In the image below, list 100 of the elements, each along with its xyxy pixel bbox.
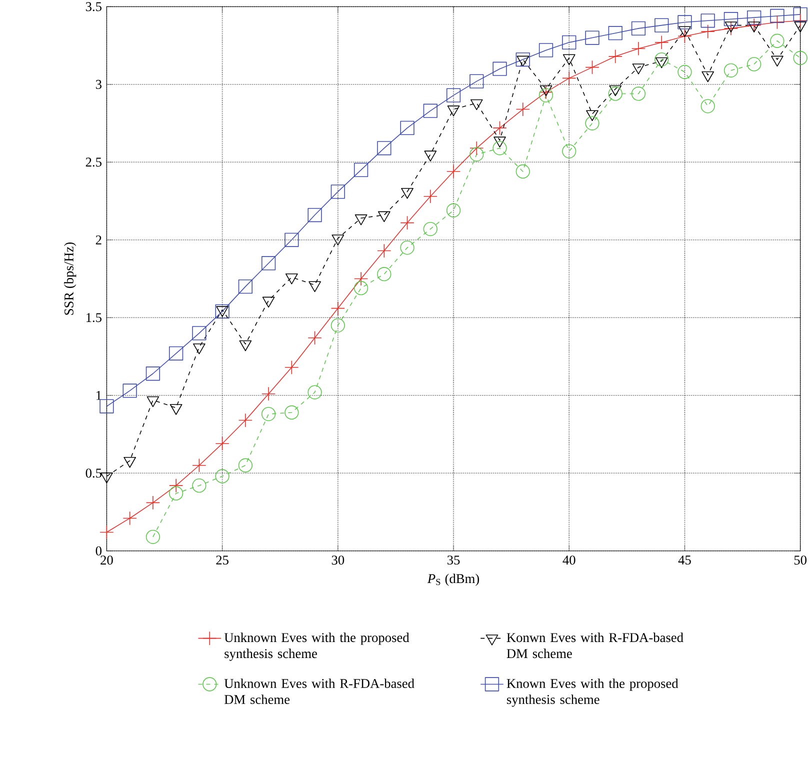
point [470,147,484,162]
point [284,360,299,374]
point [239,340,252,351]
y-tick-label: 0 [96,546,102,556]
point [631,21,646,36]
point [562,35,576,50]
point [608,49,622,64]
point [678,64,692,79]
point [747,56,762,72]
point [538,88,554,102]
point [585,60,600,74]
point [794,21,807,32]
point [424,150,437,162]
point [724,21,738,32]
point [516,56,530,66]
point [770,8,784,23]
point [586,110,598,121]
legend-label: Unknown Eves with R-FDA-based DM scheme [224,678,414,704]
point [700,13,715,28]
y-tick-label: 3 [96,80,102,89]
point [609,85,622,96]
point [124,456,136,468]
point [122,511,137,526]
point [423,189,438,204]
point [538,84,554,100]
point [215,469,230,484]
point [678,26,691,37]
point [654,18,669,32]
point [378,211,390,222]
point [494,136,506,148]
point [702,71,714,82]
point [585,30,600,45]
point [678,14,692,30]
point [330,301,345,316]
x-tick-label: 20 [100,555,113,564]
point [770,14,784,30]
point [654,35,669,50]
x-tick-label: 40 [562,555,576,564]
legend-label: Unknown Eves with the proposed synthesis scheme [224,632,410,661]
y-tick-label: 2 [96,235,102,244]
point [446,164,461,178]
point [122,384,137,398]
point [354,272,368,286]
point [100,525,114,540]
point [492,62,507,76]
point [261,406,276,421]
point [330,318,345,332]
point [308,281,321,292]
point [470,140,484,156]
point [308,208,322,222]
y-axis-title: SSR (bps/Hz) [64,242,76,315]
point [377,266,392,282]
point [724,63,738,78]
point [655,57,668,68]
x-tick-label: 35 [448,555,460,564]
point [724,12,738,26]
point [146,396,160,407]
point [332,234,344,246]
y-tick-label: 3.5 [86,2,102,12]
point [377,244,392,258]
point [262,296,275,308]
point [793,50,808,65]
point [238,279,252,294]
point [470,99,483,110]
point [238,458,252,472]
point [516,164,530,178]
point [238,413,252,428]
point [146,530,160,544]
point [678,28,692,44]
point [100,399,114,414]
point [492,140,507,156]
point [261,386,276,401]
x-tick-label: 50 [794,555,806,564]
point [516,52,530,66]
point [354,162,368,177]
point [700,98,715,114]
point [724,21,738,36]
y-tick-label: 2.5 [86,157,102,167]
point [100,472,113,484]
point [192,326,206,340]
point [447,105,460,116]
point [585,116,600,130]
point [330,184,345,199]
point [632,63,645,74]
point [654,52,669,66]
point [400,216,414,230]
point [170,404,182,415]
point [400,240,414,255]
point [631,86,646,101]
y-tick-label: 1.5 [86,312,102,322]
point [308,330,322,345]
point [793,7,808,22]
point [215,436,230,451]
y-tick-label: 1 [96,390,102,400]
point [261,256,276,270]
y-tick-label: 0.5 [86,468,102,478]
point [284,232,299,247]
x-tick-label: 25 [216,555,228,564]
point [540,85,552,96]
x-axis-title: P$_{S}$ (dBm) [427,574,480,586]
